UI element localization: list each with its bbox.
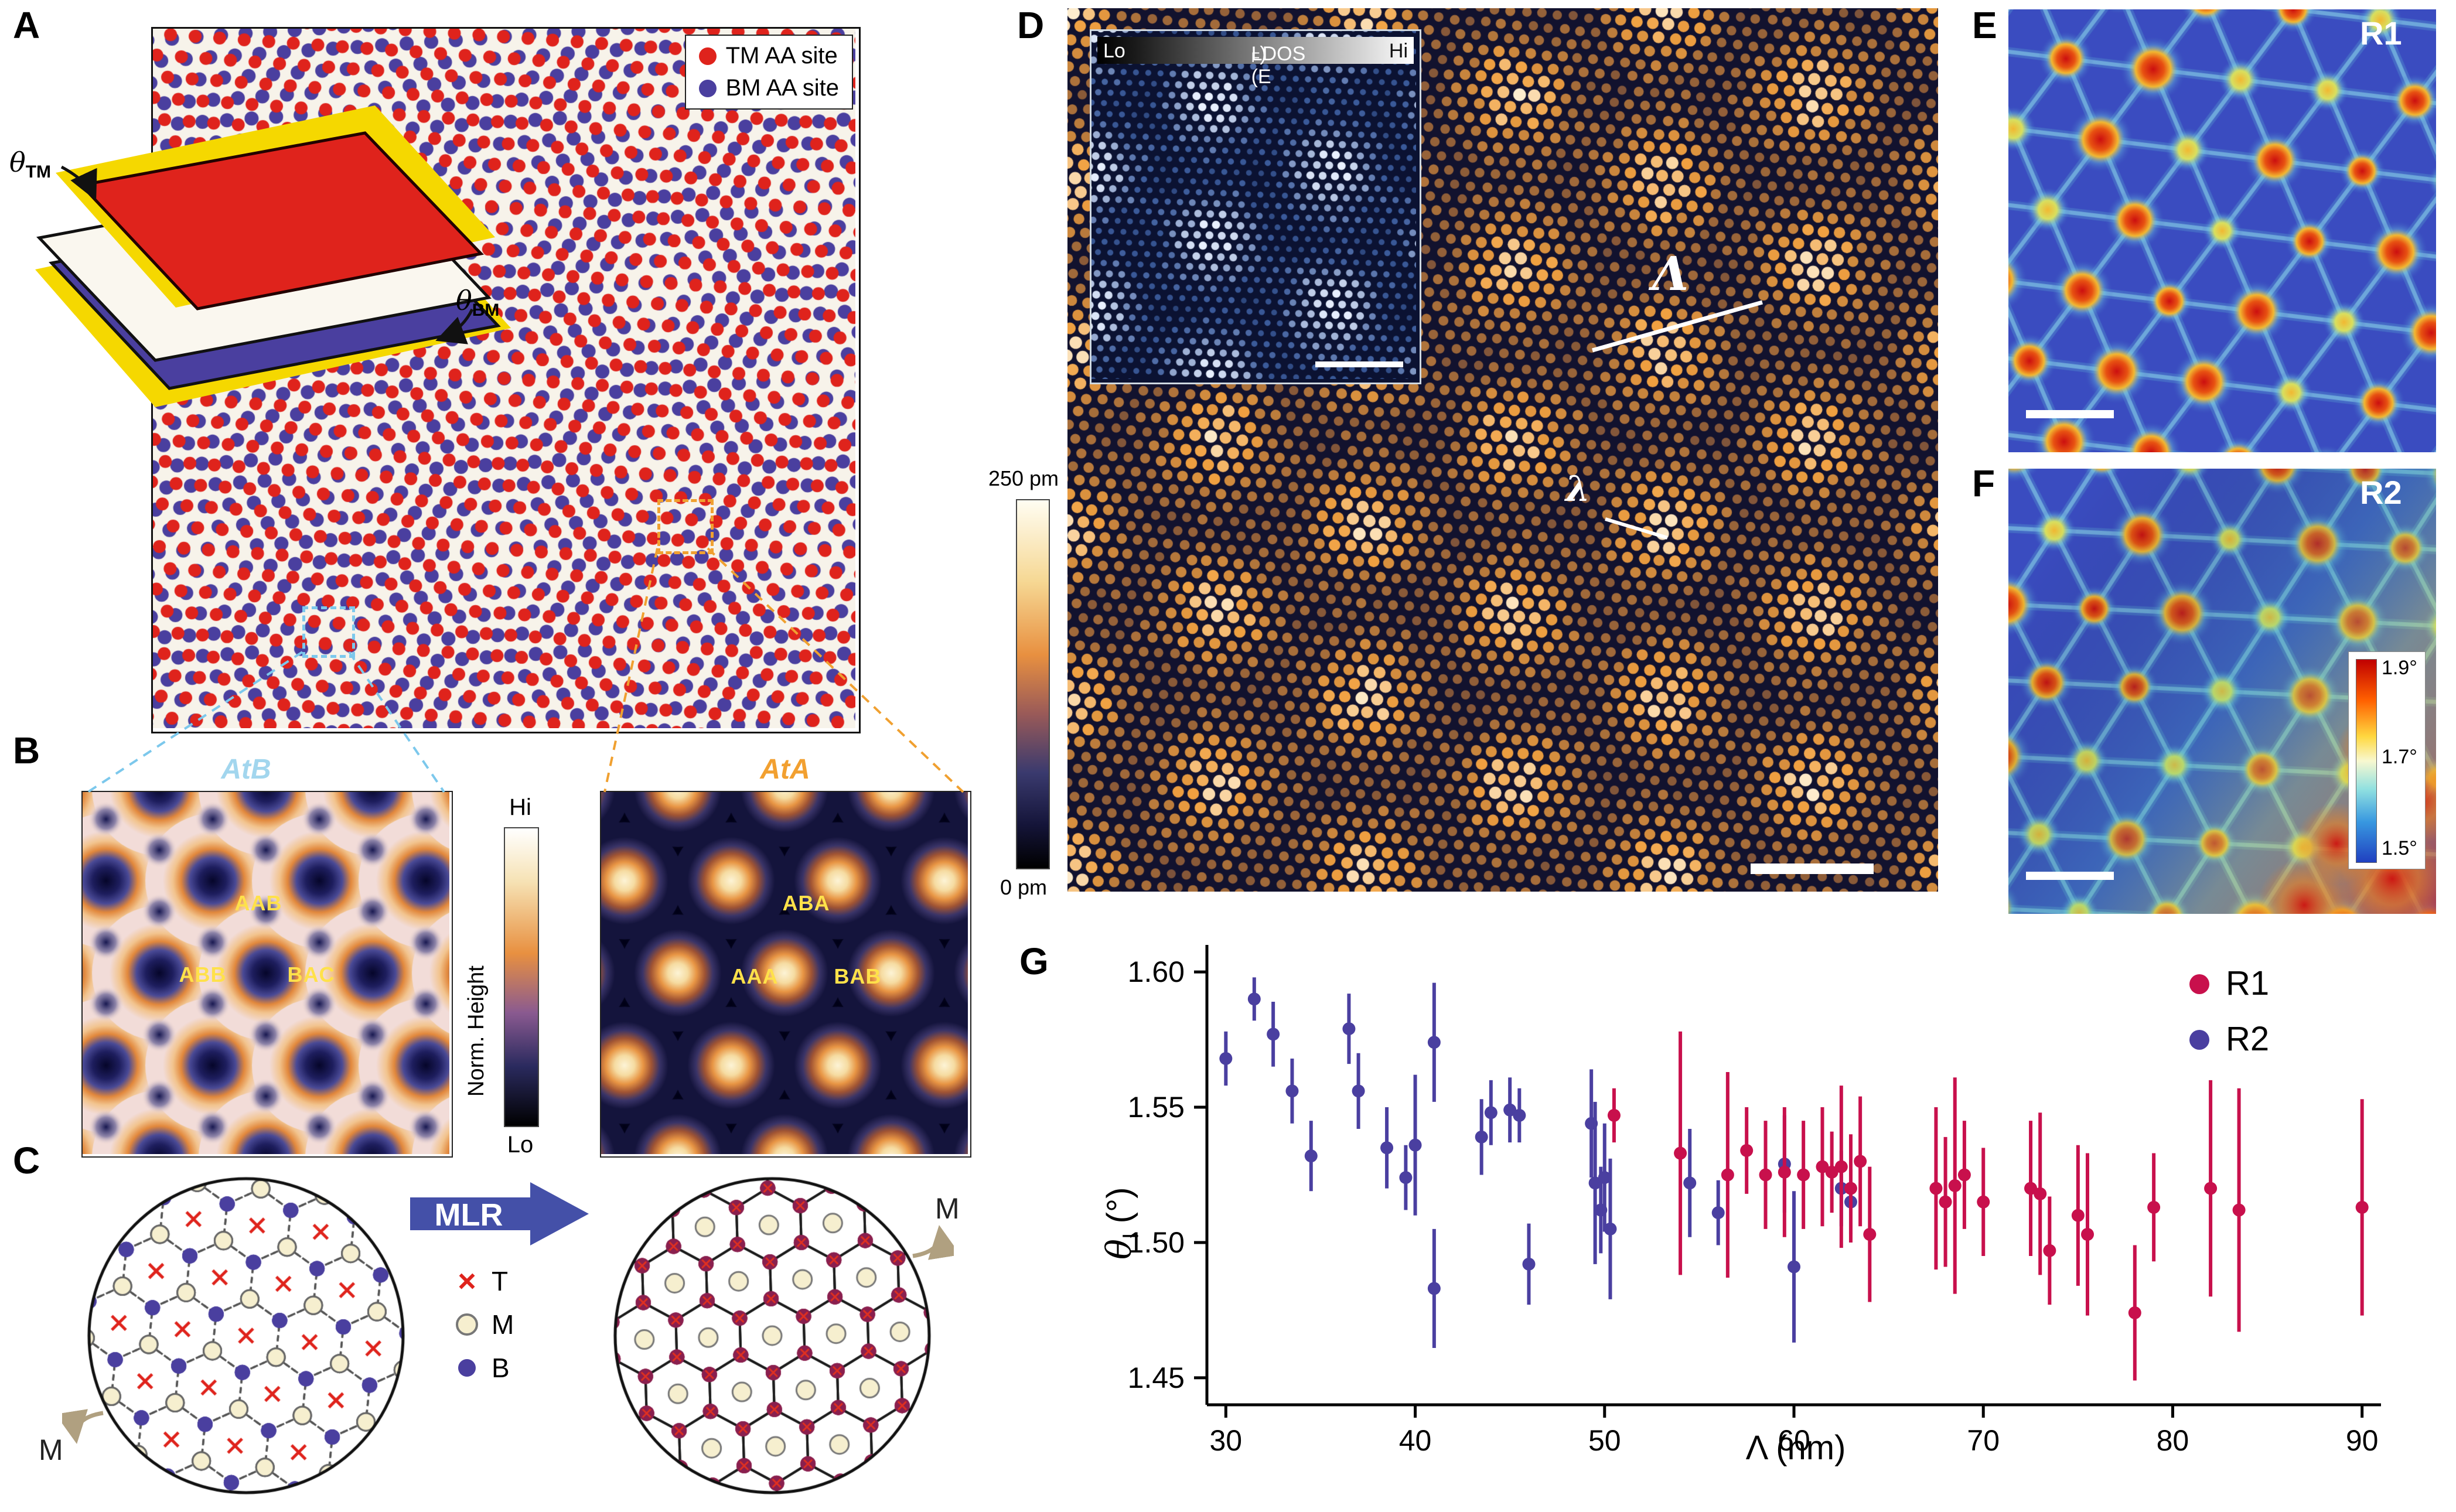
stacking-label-aaa: AAA [731,964,779,988]
legend-row-bm: BM AA site [698,75,839,101]
ldos-inset-scalebar [1315,361,1403,367]
moire-wavelength-label: Λ [1652,246,1689,301]
panel-b-label: B [13,729,40,772]
mlr-arrow: MLR [410,1182,589,1245]
relaxed-lattice-circle [602,1166,942,1506]
norm-height-hi-label: Hi [509,794,531,820]
svg-text:1.45: 1.45 [1128,1361,1185,1394]
ata-zoom-square [657,499,714,554]
ata-height-map-canvas [601,792,968,1154]
chart-x-axis-label: Λ (nm) [1745,1429,1846,1467]
svg-text:90: 90 [2346,1424,2379,1457]
svg-text:80: 80 [2157,1424,2189,1457]
stacking-label-aab: AAB [234,891,282,915]
panel-e-label: E [1972,4,1997,46]
t-site-cross-icon: × [458,1264,476,1299]
norm-height-axis-label: Norm. Height [464,965,489,1097]
svg-text:70: 70 [1967,1424,2000,1457]
ldos-inset: Lo LDOS (E F) Hi [1090,29,1421,384]
stm-scalebar [1751,863,1874,874]
norm-height-colorbar [504,827,539,1127]
m-site-circle-icon [454,1313,480,1336]
legend-row-m: M [454,1309,514,1340]
svg-text:30: 30 [1210,1424,1243,1457]
rotation-arrow-right-icon [912,1225,954,1260]
atomic-wavelength-label: λ [1565,469,1591,510]
b-site-circle-icon [454,1359,480,1377]
stacking-label-abb: ABB [179,963,227,987]
unrelaxed-lattice-circle [76,1166,416,1506]
twist-tick-high: 1.9° [2382,657,2417,679]
svg-text:R1: R1 [2226,964,2269,1002]
legend-row-t: × T [454,1265,514,1297]
tm-site-dot [698,47,717,65]
r1-scalebar [2026,410,2114,418]
tm-site-label: TM AA site [725,43,838,69]
ldos-map-canvas [1091,31,1416,379]
ldos-title: LDOS (E F) [1251,43,1306,88]
rotation-label-left: M [39,1434,63,1466]
norm-height-lo-label: Lo [507,1132,534,1158]
svg-text:60: 60 [1778,1424,1810,1457]
r2-scalebar [2026,872,2114,880]
stm-colorbar-top-label: 250 pm [988,466,1059,490]
t-site-label: T [492,1266,509,1296]
panel-a-legend: TM AA site BM AA site [684,35,853,110]
svg-text:40: 40 [1399,1424,1432,1457]
twist-tick-low: 1.5° [2382,837,2417,859]
ata-title: AtA [760,754,810,785]
mlr-arrow-label: MLR [435,1197,503,1233]
svg-text:1.50: 1.50 [1128,1226,1185,1259]
legend-row-b: B [454,1352,514,1384]
twist-angle-colorbar: 1.9° 1.7° 1.5° [2348,651,2426,869]
atb-image: AAB ABB BAC [81,791,453,1158]
rotation-label-right: M [935,1192,960,1225]
atb-zoom-square [302,606,355,658]
panel-c-label: C [13,1139,40,1182]
ata-image: ABA AAA BAB [600,791,971,1158]
stacking-label-bab: BAB [834,964,882,988]
legend-row-tm: TM AA site [698,43,839,69]
ldos-hi-label: Hi [1389,40,1408,62]
twist-vs-wavelength-chart: 30 40 50 60 70 80 90 1.45 1.50 1.55 1.60 R1 R2 [1084,930,2431,1493]
moire-panel: TM AA site BM AA site [151,27,861,733]
chart-y-axis-label: θI (°) [1099,1187,1144,1260]
m-site-label: M [492,1309,514,1340]
stm-colorbar-bottom-label: 0 pm [1000,875,1048,899]
panel-g-label: G [1019,940,1049,982]
svg-text:1.55: 1.55 [1128,1091,1185,1124]
twist-angle-gradient [2356,659,2377,863]
atb-height-map-canvas [83,792,449,1154]
moire-pattern-canvas [153,29,855,728]
theta-tm-arrow [60,165,97,201]
bm-site-dot [698,79,717,97]
bm-site-label: BM AA site [725,75,839,101]
stacking-label-aba: ABA [782,891,830,915]
r2-tag: R2 [2360,474,2402,511]
svg-text:R2: R2 [2226,1020,2269,1058]
b-site-label: B [492,1353,510,1383]
ldos-lo-label: Lo [1103,40,1125,62]
panel-c-legend: × T M B [454,1265,514,1384]
panel-a-label: A [13,4,40,46]
twist-tick-mid: 1.7° [2382,746,2417,768]
theta-bm-label: θBM [456,285,500,320]
r1-tag: R1 [2360,15,2402,52]
svg-text:50: 50 [1588,1424,1621,1457]
panel-d-label: D [1017,4,1045,46]
stacking-label-bac: BAC [287,963,335,987]
ldos-colorbar: Lo LDOS (E F) Hi [1097,37,1414,88]
panel-f-label: F [1972,462,1996,504]
r1-twist-angle-map [2008,9,2436,452]
theta-tm-label: θTM [9,146,52,182]
svg-text:1.60: 1.60 [1128,955,1185,988]
stm-colorbar [1016,499,1050,869]
rotation-arrow-left-icon [62,1409,104,1444]
atb-title: AtB [221,754,271,785]
